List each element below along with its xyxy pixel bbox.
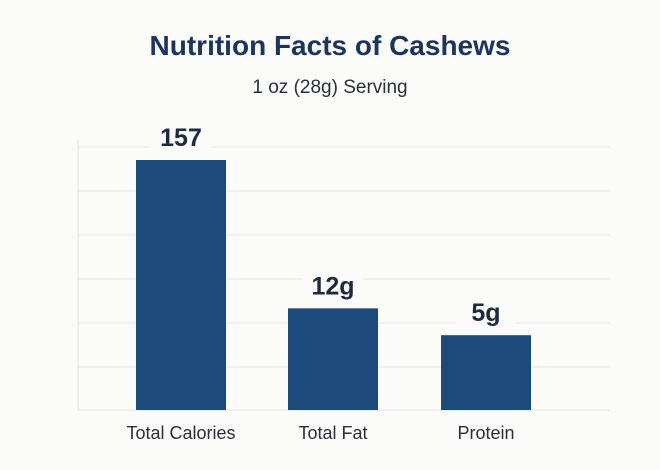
data-label-background (151, 118, 211, 152)
chart-title: Nutrition Facts of Cashews (149, 30, 511, 61)
data-label: 12g (311, 272, 354, 300)
bar-total-fat (288, 308, 378, 410)
data-label: 5g (471, 299, 500, 327)
data-label: 157 (160, 124, 202, 152)
bar-protein (441, 335, 531, 410)
x-tick-label: Total Fat (298, 423, 367, 443)
data-label-background (456, 293, 516, 328)
bar-total-calories (136, 160, 226, 410)
x-tick-label: Total Calories (126, 423, 235, 443)
x-tick-label: Protein (457, 423, 514, 443)
chart-subtitle: 1 oz (28g) Serving (252, 77, 408, 98)
data-label-background (303, 266, 363, 301)
